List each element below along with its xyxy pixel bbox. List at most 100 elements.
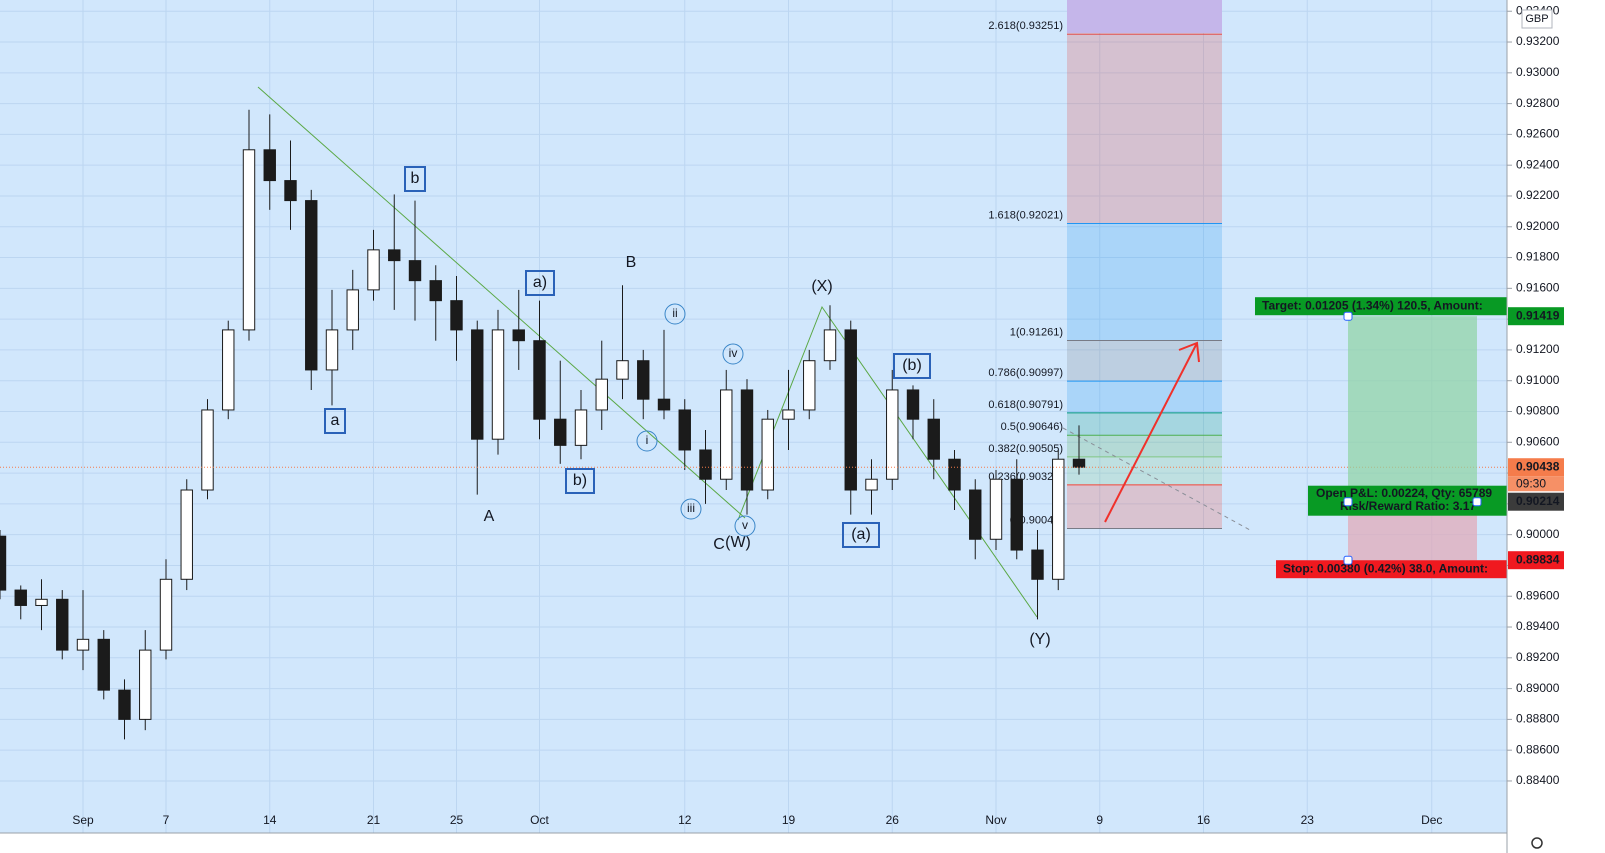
candle-body [989, 478, 1003, 540]
wave-box [404, 166, 426, 192]
current-price-tag-label: 0.90438 [1516, 459, 1560, 473]
pnl-label: Open P&L: 0.00224, Qty: 65789 [1316, 486, 1492, 500]
wave-circle [734, 515, 756, 537]
handle[interactable] [1472, 497, 1482, 507]
currency: GBP [1525, 13, 1548, 25]
arrow-line [1104, 342, 1198, 523]
stop-tag [1508, 551, 1564, 570]
wave-box [565, 468, 595, 494]
candle-body [554, 418, 567, 446]
wave-label: b [411, 170, 420, 187]
wave-label: a) [533, 274, 547, 291]
wave-box [842, 522, 880, 548]
x-tick-label: 7 [163, 813, 170, 827]
axes: 0.88400 0.88600 0.88800 0.89000 0.89200 0.894… [72, 3, 1564, 827]
y-tick-label: 0.90800 [1516, 404, 1560, 418]
y-tick-label: 0.93200 [1516, 34, 1560, 48]
candle-body [118, 689, 131, 720]
candles [0, 109, 1507, 740]
target-tag-label: 0.91419 [1516, 308, 1560, 322]
candle-body [1072, 458, 1086, 468]
y-tick-label: 0.92200 [1516, 188, 1560, 202]
candle-body [823, 329, 837, 362]
y-tick-label: 0.91800 [1516, 250, 1560, 264]
wave-circle [722, 343, 744, 365]
wave-label: ii [672, 306, 677, 320]
stop-tag-label: 0.89834 [1516, 552, 1560, 566]
settings-icon[interactable] [1531, 837, 1543, 849]
wave-label: (a) [851, 526, 871, 543]
fib-label: 2.618(0.93251) [988, 20, 1063, 32]
wave-label: (b) [902, 357, 922, 374]
wave-circle [636, 430, 658, 452]
candle-body [906, 389, 920, 420]
projection-line [1062, 427, 1251, 531]
wave-label: v [742, 518, 748, 532]
fib-label: 0.382(0.90505) [988, 443, 1063, 455]
candle-body [284, 180, 297, 202]
candle-body [201, 409, 214, 491]
wave-label: (Y) [1029, 631, 1050, 648]
candle-body [97, 638, 110, 691]
x-tick-label: 14 [263, 813, 277, 827]
wave-label: iii [687, 501, 695, 515]
countdown-box [1508, 476, 1564, 492]
y-tick-label: 0.88600 [1516, 742, 1560, 756]
y-tick-label: 0.90600 [1516, 434, 1560, 448]
trend-line [257, 86, 746, 519]
handle[interactable] [1343, 497, 1353, 507]
candle-body [616, 360, 629, 380]
countdown: 09:30 [1516, 476, 1546, 490]
candle-body [76, 638, 90, 651]
fib-label: 0(0.90040) [1010, 514, 1063, 526]
candle-body [1052, 458, 1065, 580]
arrow-head [1178, 341, 1200, 363]
y-tick-label: 0.90000 [1516, 527, 1560, 541]
candle-body [159, 578, 173, 651]
y-tick-label: 0.92800 [1516, 96, 1560, 110]
forecast-arrow [1104, 341, 1200, 523]
fib-extension-zone [1067, 0, 1222, 33]
candle-body [450, 300, 463, 331]
time-axis [0, 833, 1507, 853]
fib-zone [1067, 340, 1222, 382]
y-tick-label: 0.91600 [1516, 281, 1560, 295]
candle-body [346, 289, 359, 331]
target-label: Target: 0.01205 (1.34%) 120.5, Amount: [1262, 298, 1483, 312]
fib-zone [1067, 412, 1222, 436]
handle[interactable] [1343, 555, 1353, 565]
wave-label: A [484, 508, 495, 525]
fib-zone [1067, 456, 1222, 485]
wave-label: B [626, 254, 637, 271]
candle-body [803, 360, 816, 411]
x-tick-label: 19 [782, 813, 796, 827]
candle-body [367, 249, 380, 291]
y-tick-label: 0.89400 [1516, 619, 1560, 633]
fib-label: 0.5(0.90646) [1001, 421, 1063, 433]
candle-body [886, 389, 899, 480]
candle-body [948, 458, 961, 491]
fib-zone [1067, 484, 1222, 529]
wave-box [525, 270, 555, 296]
entry-tag-label: 0.90214 [1516, 494, 1560, 508]
x-tick-label: 23 [1301, 813, 1315, 827]
price-axis [1507, 0, 1605, 853]
candle-body [699, 449, 712, 480]
fib-label: 0.786(0.90997) [988, 367, 1063, 379]
fib-label: 0.236(0.90323) [988, 471, 1063, 483]
currency-box [1521, 9, 1553, 29]
y-tick-label: 0.89200 [1516, 650, 1560, 664]
rr-label: Risk/Reward Ratio: 3.17 [1340, 499, 1476, 513]
candle-body [14, 589, 27, 606]
candle-body [720, 389, 733, 480]
y-tick-label: 0.89000 [1516, 681, 1560, 695]
x-tick-label: Sep [72, 813, 94, 827]
handle[interactable] [1343, 311, 1353, 321]
candle-body [533, 340, 546, 420]
x-tick-label: 21 [367, 813, 381, 827]
fib-label: 0.618(0.90791) [988, 399, 1063, 411]
candle-body [969, 489, 982, 540]
entry-tag [1508, 492, 1564, 511]
settings-button[interactable] [1531, 837, 1543, 849]
